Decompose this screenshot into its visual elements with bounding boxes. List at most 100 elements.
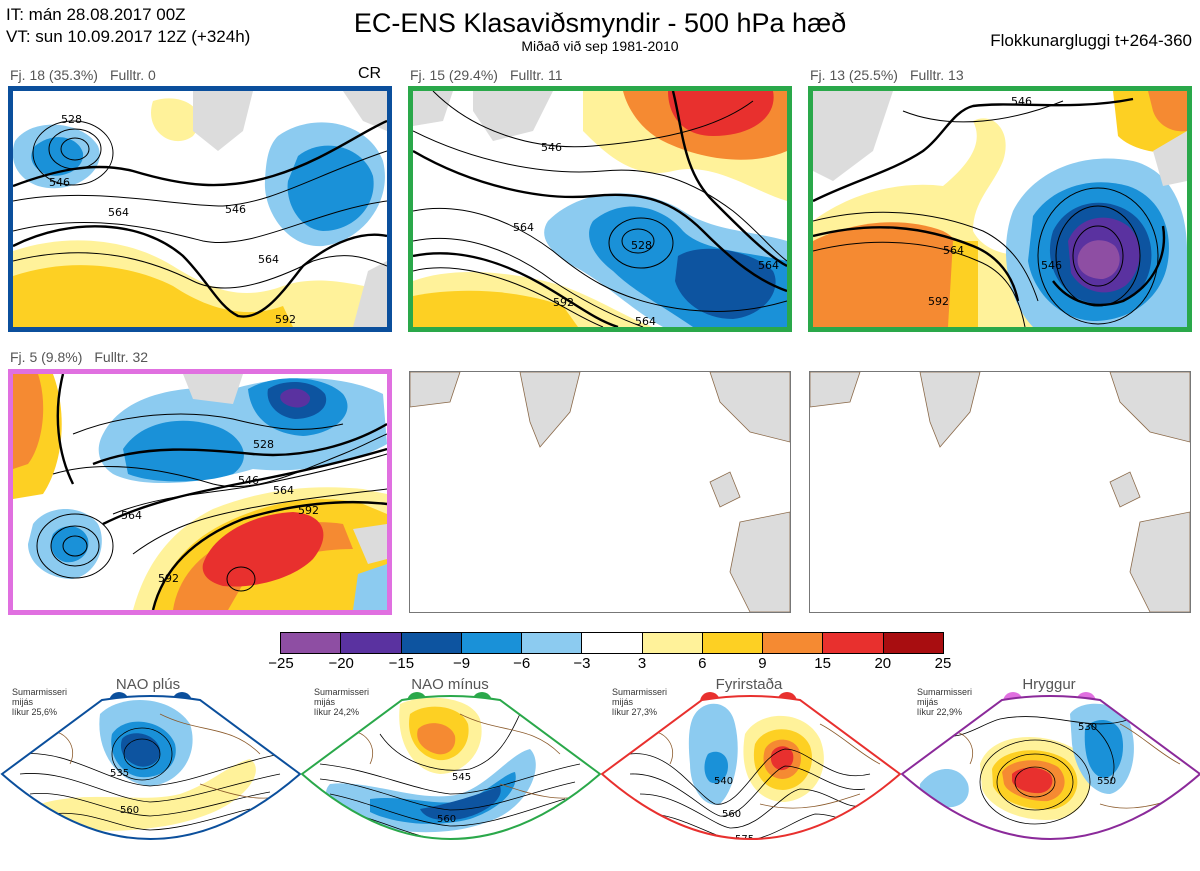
panel-2-contour-label-a: 546 <box>541 141 562 154</box>
colorbar-tick-label: 20 <box>874 655 892 672</box>
regime-3-note-line: Sumarmisseri <box>612 687 668 697</box>
colorbar-tick-label: −15 <box>388 655 415 672</box>
regime-4-contour-label-a: 530 <box>1078 722 1097 733</box>
regime-4-title: Hryggur <box>1022 676 1076 693</box>
regime-1-note-line: Sumarmisseri <box>12 687 68 697</box>
regime-2-map: 545 560 575 <box>302 696 600 860</box>
regime-2-contour-label-a: 545 <box>452 772 471 783</box>
header-info: IT: mán 28.08.2017 00Z VT: sun 10.09.201… <box>6 4 250 48</box>
empty-map-6 <box>809 371 1191 613</box>
panel-3-cluster: Fj. 13 (25.5%) <box>810 67 898 83</box>
colorbar-swatch <box>702 633 764 653</box>
panel-3-label: Fj. 13 (25.5%) Fulltr. 13 <box>810 67 976 83</box>
panel-4-contour-label-b: 546 <box>238 474 259 487</box>
cluster-map-1: 546 546 564 564 528 592 <box>8 86 392 332</box>
panel-2-label: Fj. 15 (29.4%) Fulltr. 11 <box>410 67 575 83</box>
panel-2-contour-label-e: 592 <box>553 296 574 309</box>
regime-2-contour-label-b: 560 <box>437 814 456 825</box>
panel-2-contour-label-b: 564 <box>513 221 534 234</box>
regime-1-map: 535 560 <box>2 696 300 839</box>
page-subtitle: Miðað við sep 1981-2010 <box>521 38 679 54</box>
regime-4-contour-label-b: 550 <box>1097 776 1116 787</box>
panel-4-contour-label-f: 592 <box>158 572 179 585</box>
panel-1-contour-label-d: 564 <box>258 253 279 266</box>
panel-3-contour-label-a: 546 <box>1011 95 1032 108</box>
regime-maps: 535 560 545 560 575 <box>0 695 1200 860</box>
panel-1-contour-label-b: 546 <box>225 203 246 216</box>
regime-1-title: NAO plús <box>115 676 181 693</box>
colorbar-tick-label: 25 <box>934 655 952 672</box>
regime-3-title: Fyrirstaða <box>715 676 783 693</box>
colorbar-swatch <box>461 633 523 653</box>
initial-time: IT: mán 28.08.2017 00Z <box>6 5 186 24</box>
panel-2-contour-label-c: 528 <box>631 239 652 252</box>
regime-2-note-line: mijás <box>314 697 336 707</box>
panel-3-contour-label-c: 546 <box>1041 259 1062 272</box>
valid-time: VT: sun 10.09.2017 12Z (+324h) <box>6 27 251 46</box>
regime-3-note-line: mijás <box>612 697 634 707</box>
panel-3-member: Fulltr. 13 <box>909 67 964 83</box>
regime-4-note-line: mijás <box>917 697 939 707</box>
panel-4-contour-label-d: 564 <box>121 509 142 522</box>
colorbar-swatch <box>401 633 462 653</box>
regime-2-note-line: líkur 24,2% <box>314 707 360 717</box>
colorbar-tick-label: 6 <box>698 655 707 672</box>
colorbar-tick-label: 15 <box>814 655 831 672</box>
panel-1-contour-label-f: 592 <box>275 313 296 326</box>
colorbar-tick-label: −9 <box>452 655 471 672</box>
colorbar-tick-label: −3 <box>573 655 591 672</box>
cluster-map-2: 546 564 528 564 592 564 <box>408 86 792 332</box>
panel-4-contour-label-e: 592 <box>298 504 319 517</box>
colorbar-swatch <box>823 633 884 653</box>
regime-2-contour-label-c: 575 <box>448 849 467 860</box>
colorbar-swatch <box>642 633 703 653</box>
panel-2-contour-label-d: 564 <box>758 259 779 272</box>
colorbar-tick-label: −25 <box>268 655 294 672</box>
panel-2-member: Fulltr. 11 <box>509 67 563 83</box>
regime-3-contour-label-b: 560 <box>722 809 741 820</box>
colorbar <box>280 632 944 654</box>
classification-window: Flokkunargluggi t+264-360 <box>990 31 1192 50</box>
colorbar-swatch <box>883 633 943 653</box>
regime-4-note: Sumarmisseri mijás líkur 22,9% <box>917 687 997 717</box>
colorbar-tick-label: 9 <box>758 655 767 672</box>
regime-1-note-line: mijás <box>12 697 34 707</box>
regime-2-title: NAO mínus <box>411 676 489 693</box>
colorbar-swatch <box>281 633 342 653</box>
regime-3-map: 540 560 575 <box>602 696 900 845</box>
panel-3-contour-label-d: 592 <box>928 295 949 308</box>
colorbar-swatch <box>522 633 583 653</box>
panel-1-member: Fulltr. 0 <box>109 67 156 83</box>
panel-4-label: Fj. 5 (9.8%) Fulltr. 32 <box>10 349 160 365</box>
cluster-map-4: 528 546 564 564 592 592 <box>8 369 392 615</box>
regime-4-note-line: líkur 22,9% <box>917 707 963 717</box>
colorbar-tick-label: −6 <box>513 655 531 672</box>
regime-3-contour-label-c: 575 <box>735 834 754 845</box>
regime-1-contour-label-a: 535 <box>110 768 129 779</box>
panel-1-cluster: Fj. 18 (35.3%) <box>10 67 98 83</box>
regime-1-note: Sumarmisseri mijás líkur 25,6% <box>12 687 92 717</box>
panel-1-badge: CR <box>358 65 382 82</box>
colorbar-swatch <box>763 633 824 653</box>
panel-4-contour-label-c: 564 <box>273 484 294 497</box>
regime-1-note-line: líkur 25,6% <box>12 707 58 717</box>
colorbar-swatch <box>341 633 402 653</box>
empty-map-5 <box>409 371 791 613</box>
regime-3-note: Sumarmisseri mijás líkur 27,3% <box>612 687 692 717</box>
panel-1-contour-label-c: 564 <box>108 206 129 219</box>
regime-3-contour-label-a: 540 <box>714 776 733 787</box>
panel-1-contour-label-e: 528 <box>61 113 82 126</box>
colorbar-tick-label: 3 <box>637 655 647 672</box>
colorbar-tick-label: −20 <box>328 655 354 672</box>
panel-4-contour-label-a: 528 <box>253 438 274 451</box>
panel-4-cluster: Fj. 5 (9.8%) <box>10 349 83 365</box>
cluster-map-3: 546 564 546 592 <box>808 86 1192 332</box>
regime-4-note-line: Sumarmisseri <box>917 687 973 697</box>
colorbar-swatch <box>582 633 643 653</box>
regime-2-note-line: Sumarmisseri <box>314 687 370 697</box>
panel-3-contour-label-b: 564 <box>943 244 964 257</box>
regime-3-note-line: líkur 27,3% <box>612 707 658 717</box>
regime-4-contour-label-c: 575 <box>1093 838 1112 849</box>
regime-1-contour-label-b: 560 <box>120 805 139 816</box>
panel-1-contour-label-a: 546 <box>49 176 70 189</box>
